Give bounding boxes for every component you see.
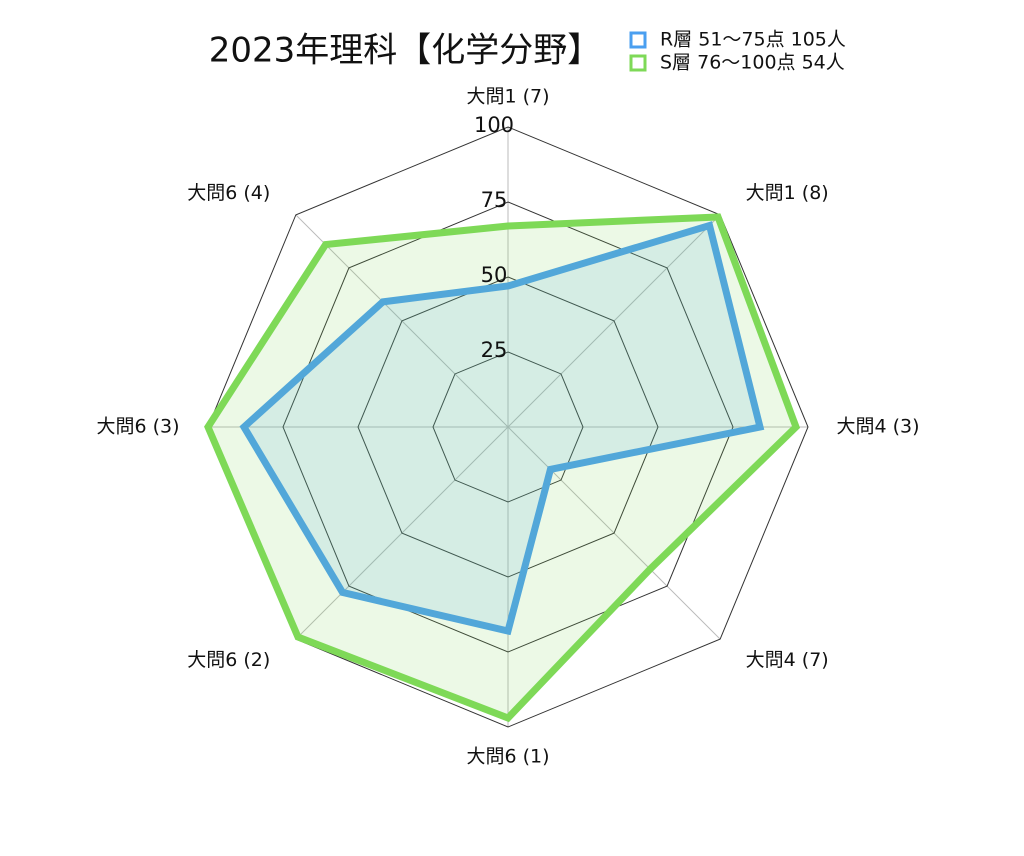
- legend-label: R層 51〜75点 105人: [660, 29, 846, 51]
- axis-label: 大問1 (7): [466, 86, 549, 108]
- grid-ring: [282, 201, 734, 653]
- axis-label: 大問6 (3): [96, 416, 179, 438]
- r-tick-label: 75: [481, 188, 508, 212]
- grid-ring: [357, 276, 659, 578]
- legend-label: S層 76〜100点 54人: [660, 52, 845, 74]
- axis-label: 大問6 (4): [187, 182, 270, 204]
- r-tick-label: 25: [481, 338, 508, 362]
- axis-label: 大問6 (2): [187, 649, 270, 671]
- series-area: [204, 213, 801, 723]
- axis-label: 大問6 (1): [466, 746, 549, 768]
- chart-title: 2023年理科【化学分野】: [209, 31, 602, 71]
- legend-swatch: [629, 54, 647, 72]
- grid-ring: [432, 351, 584, 503]
- series-area: [239, 221, 765, 636]
- legend-swatch: [629, 31, 647, 49]
- axis-label: 大問1 (8): [746, 182, 829, 204]
- grid-ring: [207, 126, 809, 728]
- r-tick-label: 100: [474, 113, 514, 137]
- axis-label: 大問4 (3): [836, 416, 919, 438]
- axis-label: 大問4 (7): [746, 649, 829, 671]
- r-tick-label: 50: [481, 263, 508, 287]
